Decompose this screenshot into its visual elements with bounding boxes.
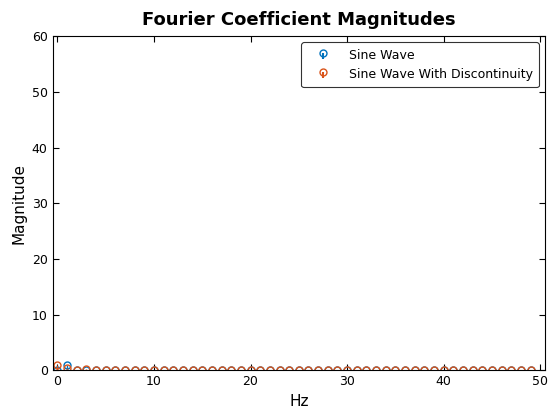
Legend: Sine Wave, Sine Wave With Discontinuity: Sine Wave, Sine Wave With Discontinuity — [301, 42, 539, 87]
Title: Fourier Coefficient Magnitudes: Fourier Coefficient Magnitudes — [142, 11, 456, 29]
X-axis label: Hz: Hz — [289, 394, 309, 409]
Y-axis label: Magnitude: Magnitude — [11, 163, 26, 244]
